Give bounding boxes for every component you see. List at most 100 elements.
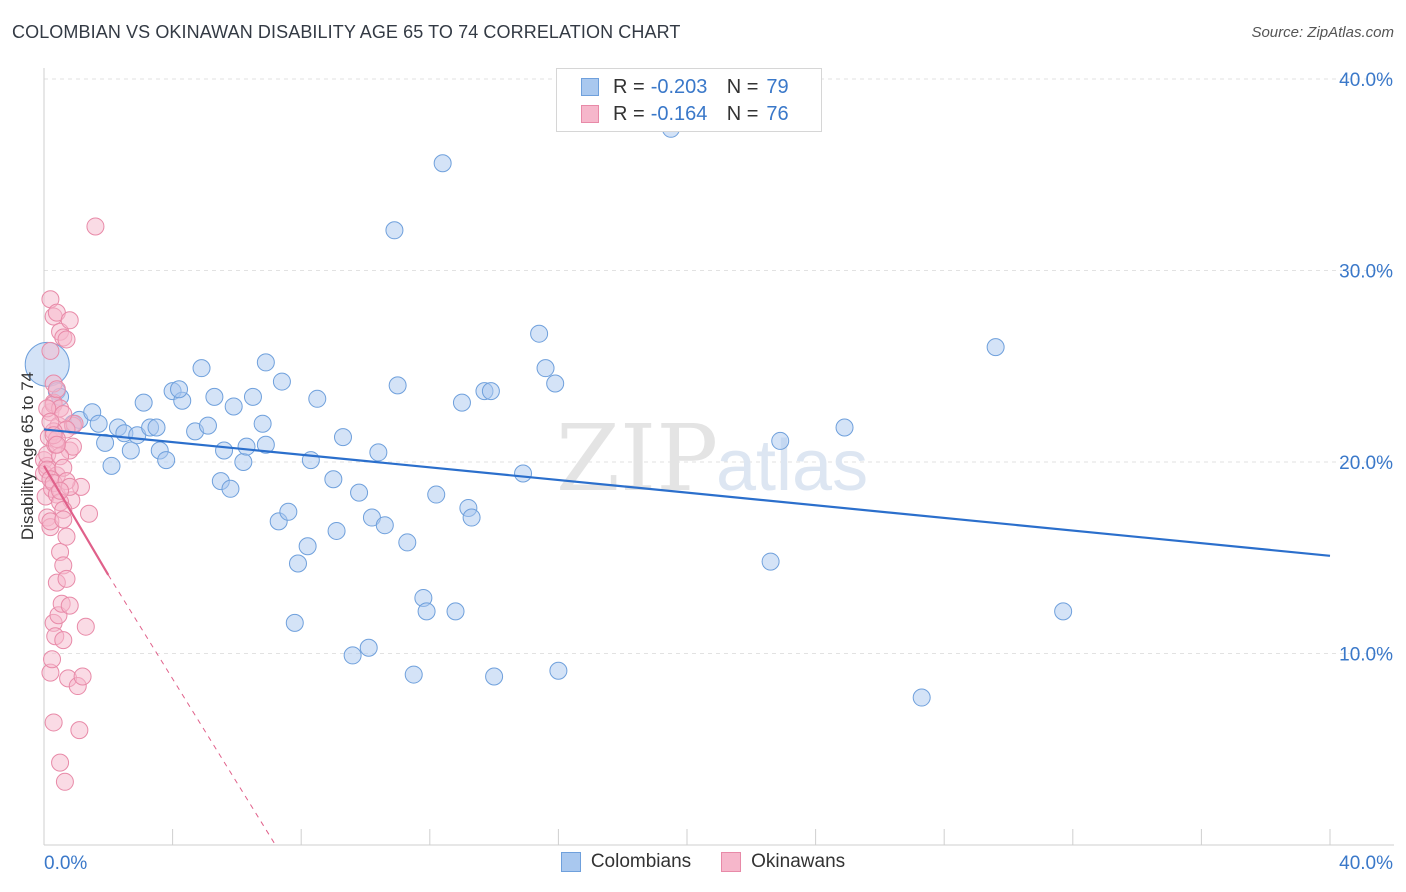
colombian-point <box>761 552 780 571</box>
correlation-legend: R = -0.203 N = 79 R = -0.164 N = 76 <box>556 68 822 132</box>
colombian-point <box>243 387 262 406</box>
okinawans-points <box>35 217 105 791</box>
n-value: 79 <box>766 75 789 98</box>
colombian-point <box>221 479 240 498</box>
colombian-point <box>102 456 121 475</box>
legend-row-colombians: R = -0.203 N = 79 <box>581 75 789 99</box>
colombian-point <box>192 359 211 378</box>
okinawan-point <box>57 527 76 546</box>
grid-lines <box>44 78 1394 654</box>
okinawan-point <box>44 713 63 732</box>
colombian-point <box>835 418 854 437</box>
y-axis-label: Disability Age 65 to 74 <box>18 372 37 540</box>
colombian-point <box>327 521 346 540</box>
watermark-atlas: atlas <box>716 426 868 506</box>
colombian-point <box>256 353 275 372</box>
colombian-point <box>986 338 1005 357</box>
colombian-point <box>417 602 436 621</box>
colombian-point <box>452 393 471 412</box>
r-label: R = <box>613 75 645 98</box>
y-tick-label: 30.0% <box>1339 262 1393 283</box>
colombian-point <box>198 416 217 435</box>
colombian-point <box>224 397 243 416</box>
colombian-point <box>234 453 253 471</box>
colombians-trend-line <box>43 428 1331 557</box>
okinawan-point <box>60 596 79 615</box>
colombian-point <box>89 414 108 433</box>
legend-item-colombians[interactable]: Colombians <box>560 851 692 873</box>
okinawan-point <box>73 667 92 686</box>
okinawan-point <box>55 772 74 791</box>
colombian-point <box>481 382 500 401</box>
r-value: -0.203 <box>650 75 708 98</box>
colombian-point <box>1054 602 1073 621</box>
colombian-point <box>285 613 304 632</box>
blue-swatch <box>581 78 599 96</box>
colombian-point <box>170 380 189 399</box>
colombian-point <box>359 638 378 657</box>
chart-title: COLOMBIAN VS OKINAWAN DISABILITY AGE 65 … <box>12 22 681 42</box>
okinawan-point <box>76 617 95 636</box>
okinawan-point <box>51 753 70 772</box>
colombian-point <box>369 443 388 462</box>
legend-item-okinawans[interactable]: Okinawans <box>721 851 845 873</box>
colombian-point <box>279 502 298 521</box>
colombian-point <box>215 441 234 460</box>
colombian-point <box>404 665 423 684</box>
colombian-point <box>912 688 931 707</box>
colombian-point <box>427 485 446 504</box>
colombian-point <box>272 372 291 391</box>
okinawan-point <box>41 341 60 360</box>
n-label: N = <box>726 102 759 125</box>
blue-swatch <box>560 852 581 872</box>
x-tick-label: 40.0% <box>1339 853 1393 874</box>
colombian-point <box>350 483 369 502</box>
colombian-point <box>536 359 555 378</box>
okinawan-point <box>54 510 73 529</box>
pink-swatch <box>581 105 599 123</box>
watermark: ZIP atlas <box>556 405 868 512</box>
legend-label: Colombians <box>590 851 692 872</box>
okinawan-point <box>47 380 66 399</box>
tick-labels: 10.0% 20.0% 30.0% 40.0% 0.0% 40.0% <box>44 70 1393 874</box>
colombians-points <box>24 119 1073 707</box>
okinawan-point <box>70 721 89 740</box>
x-tick-label: 0.0% <box>44 853 87 874</box>
watermark-zip: ZIP <box>556 405 718 512</box>
colombian-point <box>514 464 533 483</box>
colombian-point <box>385 221 404 240</box>
okinawan-point <box>54 631 73 650</box>
okinawans-trend-line <box>43 465 110 576</box>
y-tick-label: 10.0% <box>1339 645 1393 666</box>
colombian-point <box>771 431 790 450</box>
colombian-point <box>253 414 272 433</box>
source-label: Source: ZipAtlas.com <box>1251 24 1394 41</box>
r-value: -0.164 <box>650 102 708 125</box>
colombian-point <box>446 602 465 621</box>
series-legend: Colombians Okinawans <box>0 851 1406 873</box>
colombian-point <box>343 646 362 665</box>
colombian-point <box>237 437 256 456</box>
colombian-point <box>375 516 394 535</box>
r-label: R = <box>613 102 645 125</box>
okinawan-point <box>80 504 99 523</box>
colombian-point <box>157 451 176 470</box>
n-value: 76 <box>766 102 789 125</box>
colombian-point <box>134 393 153 412</box>
legend-row-okinawans: R = -0.164 N = 76 <box>581 102 789 126</box>
okinawan-point <box>86 217 105 236</box>
okinawan-point <box>57 330 76 349</box>
colombian-point <box>433 154 452 173</box>
colombian-point <box>546 374 565 393</box>
colombian-point <box>288 554 307 573</box>
colombian-point <box>308 389 327 408</box>
colombian-point <box>121 441 140 460</box>
n-label: N = <box>726 75 759 98</box>
colombian-point <box>256 435 275 454</box>
colombian-point <box>298 537 317 556</box>
colombian-point <box>147 418 166 437</box>
colombian-point <box>398 533 417 552</box>
colombian-point <box>485 667 504 686</box>
colombian-point <box>462 508 481 527</box>
